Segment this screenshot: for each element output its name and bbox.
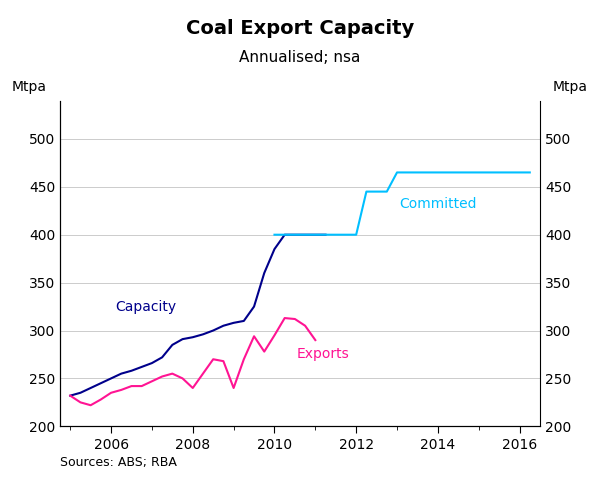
Text: Exports: Exports [297, 347, 350, 361]
Text: Sources: ABS; RBA: Sources: ABS; RBA [60, 456, 177, 469]
Text: Capacity: Capacity [115, 300, 176, 314]
Text: Mtpa: Mtpa [12, 80, 47, 94]
Text: Coal Export Capacity: Coal Export Capacity [186, 19, 414, 38]
Text: Mtpa: Mtpa [553, 80, 588, 94]
Text: Committed: Committed [399, 197, 476, 211]
Text: Annualised; nsa: Annualised; nsa [239, 50, 361, 65]
